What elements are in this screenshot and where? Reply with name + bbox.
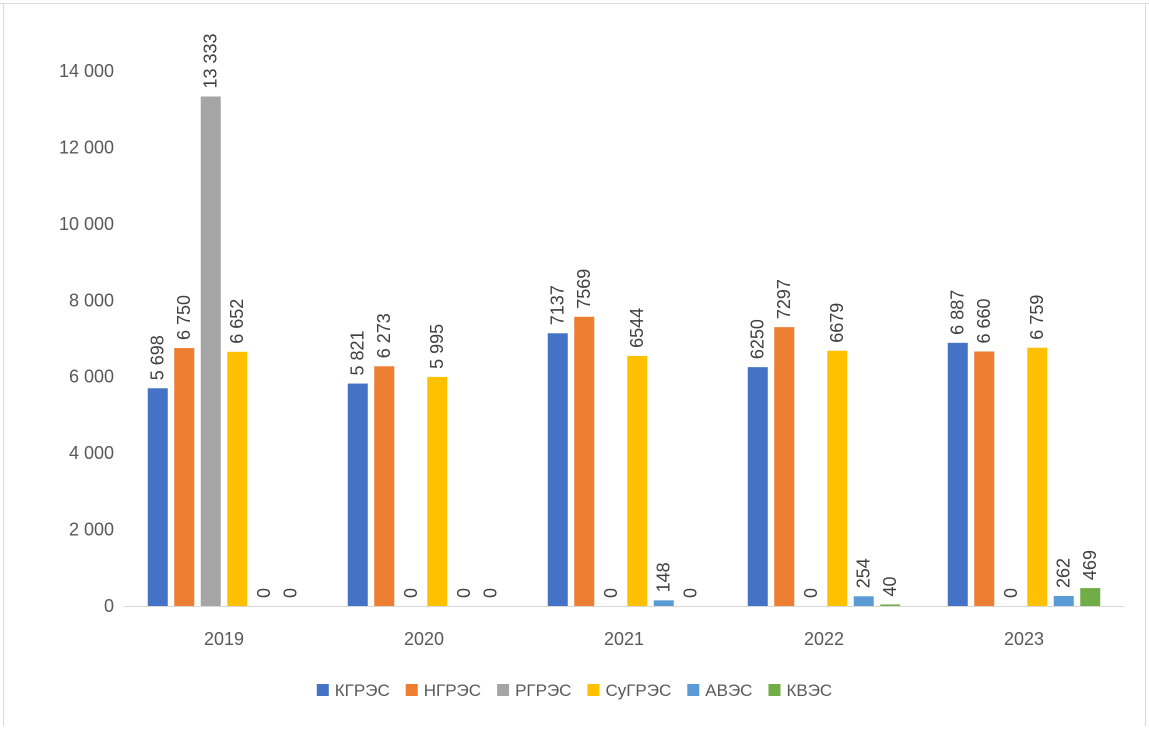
- y-tick-label: 14 000: [59, 61, 114, 81]
- bar-КВЭС-2022: [880, 604, 901, 606]
- bar-АВЭС-2023: [1053, 595, 1074, 606]
- bar-data-label: 254: [854, 558, 874, 588]
- legend-swatch: [316, 684, 329, 696]
- legend-label: СуГРЭС: [605, 681, 671, 700]
- bar-data-label: 469: [1080, 550, 1100, 580]
- x-tick-label: 2021: [604, 629, 644, 649]
- y-tick-label: 12 000: [59, 137, 114, 157]
- bar-КГРЭС-2022: [747, 367, 768, 606]
- legend-label: РГРЭС: [515, 681, 571, 700]
- bar-СуГРЭС-2019: [227, 351, 248, 606]
- bar-data-label: 6 887: [948, 290, 968, 335]
- legend-swatch: [587, 684, 600, 696]
- bar-data-label: 0: [280, 588, 300, 598]
- legend-swatch: [497, 684, 510, 696]
- bar-НГРЭС-2023: [974, 351, 995, 606]
- legend-label: КВЭС: [786, 681, 832, 700]
- y-tick-label: 4 000: [69, 443, 114, 463]
- bar-data-label: 0: [254, 588, 274, 598]
- bar-data-label: 7137: [548, 285, 568, 325]
- legend-label: НГРЭС: [424, 681, 481, 700]
- bar-data-label: 0: [601, 588, 621, 598]
- y-tick-label: 0: [104, 596, 114, 616]
- bar-data-label: 0: [1001, 588, 1021, 598]
- bar-data-label: 148: [654, 562, 674, 592]
- legend: КГРЭС НГРЭС РГРЭС СуГРЭС АВЭС КВЭС: [316, 681, 832, 700]
- y-tick-label: 6 000: [69, 367, 114, 387]
- bar-СуГРЭС-2022: [827, 350, 848, 606]
- bar-data-label: 6 660: [974, 298, 994, 343]
- bar-data-label: 5 698: [148, 335, 168, 380]
- bar-СуГРЭС-2021: [627, 355, 648, 606]
- bar-data-label: 6 759: [1027, 295, 1047, 340]
- bar-data-label: 0: [480, 588, 500, 598]
- bar-НГРЭС-2021: [574, 316, 595, 606]
- y-axis: 0 2 000 4 000 6 000 8 000 10 000 12 000 14 000: [59, 61, 114, 616]
- bar-data-label: 6 652: [227, 299, 247, 344]
- bar-СуГРЭС-2023: [1027, 347, 1048, 606]
- bar-data-label: 5 995: [427, 324, 447, 369]
- bar-КГРЭС-2023: [947, 342, 968, 606]
- bar-data-label: 7569: [574, 269, 594, 309]
- bar-НГРЭС-2022: [774, 327, 795, 606]
- bar-data-label: 6544: [627, 308, 647, 348]
- legend-swatch: [405, 684, 418, 696]
- y-tick-label: 8 000: [69, 290, 114, 310]
- x-tick-label: 2023: [1004, 629, 1044, 649]
- x-tick-label: 2020: [404, 629, 444, 649]
- bar-data-label: 7297: [774, 279, 794, 319]
- bar-data-label: 6250: [748, 319, 768, 359]
- legend-label: КГРЭС: [335, 681, 390, 700]
- bar-data-label: 13 333: [201, 33, 221, 88]
- bar-НГРЭС-2019: [174, 348, 195, 606]
- bar-РГРЭС-2019: [200, 96, 221, 607]
- bar-КГРЭС-2021: [547, 333, 568, 606]
- bar-data-label: 6679: [827, 303, 847, 343]
- bar-КВЭС-2023: [1080, 588, 1101, 606]
- x-axis: 2019 2020 2021 2022 2023: [124, 606, 1124, 649]
- x-tick-label: 2022: [804, 629, 844, 649]
- bars-group: [147, 96, 1101, 607]
- bar-data-label: 6 273: [374, 313, 394, 358]
- y-tick-label: 10 000: [59, 214, 114, 234]
- bar-data-label: 5 821: [348, 331, 368, 376]
- bar-data-label: 40: [880, 576, 900, 596]
- bar-АВЭС-2022: [853, 596, 874, 606]
- bar-АВЭС-2021: [653, 600, 674, 606]
- bar-НГРЭС-2020: [374, 366, 395, 606]
- legend-label: АВЭС: [705, 681, 752, 700]
- bar-КГРЭС-2019: [147, 388, 168, 606]
- y-tick-label: 2 000: [69, 520, 114, 540]
- bar-data-label: 6 750: [174, 295, 194, 340]
- bar-data-label: 0: [801, 588, 821, 598]
- bar-data-label: 0: [680, 588, 700, 598]
- bar-КГРЭС-2020: [347, 383, 368, 606]
- bar-data-label: 262: [1054, 558, 1074, 588]
- bar-data-label: 0: [401, 588, 421, 598]
- x-tick-label: 2019: [204, 629, 244, 649]
- legend-swatch: [687, 684, 700, 696]
- bar-СуГРЭС-2020: [427, 376, 448, 606]
- bar-data-label: 0: [454, 588, 474, 598]
- legend-swatch: [768, 684, 781, 696]
